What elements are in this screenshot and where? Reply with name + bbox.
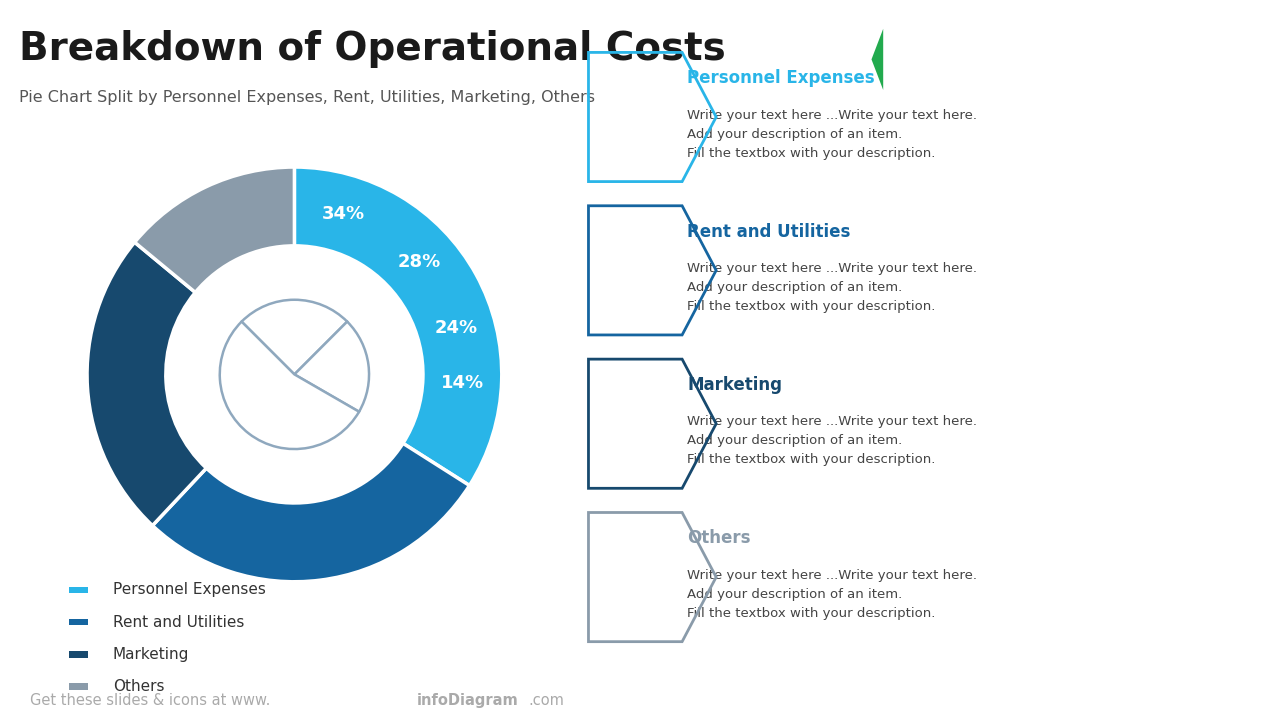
- Wedge shape: [294, 167, 502, 485]
- Polygon shape: [872, 29, 883, 90]
- Text: Others: Others: [687, 529, 751, 547]
- Bar: [69, 587, 87, 593]
- Bar: [69, 619, 87, 625]
- Text: Rent and Utilities: Rent and Utilities: [687, 222, 851, 240]
- Text: Marketing: Marketing: [113, 647, 189, 662]
- Text: Marketing: Marketing: [687, 376, 782, 394]
- Text: Get these slides & icons at www.: Get these slides & icons at www.: [31, 693, 270, 708]
- Text: Write your text here ...Write your text here.
Add your description of an item.
F: Write your text here ...Write your text …: [687, 415, 978, 467]
- Bar: [69, 651, 87, 657]
- Text: Write your text here ...Write your text here.
Add your description of an item.
F: Write your text here ...Write your text …: [687, 109, 978, 160]
- Text: 24%: 24%: [434, 319, 477, 337]
- Text: Pie Chart Split by Personnel Expenses, Rent, Utilities, Marketing, Others: Pie Chart Split by Personnel Expenses, R…: [19, 90, 595, 105]
- Text: 14%: 14%: [440, 374, 484, 392]
- Wedge shape: [134, 167, 294, 292]
- Text: 34%: 34%: [323, 204, 365, 222]
- Text: Others: Others: [113, 679, 164, 694]
- Text: infoDiagram: infoDiagram: [416, 693, 518, 708]
- Text: Rent and Utilities: Rent and Utilities: [113, 615, 244, 629]
- Text: Personnel Expenses: Personnel Expenses: [687, 69, 876, 87]
- Text: Breakdown of Operational Costs: Breakdown of Operational Costs: [19, 30, 726, 68]
- Text: .com: .com: [529, 693, 564, 708]
- Text: 28%: 28%: [398, 253, 440, 271]
- Wedge shape: [152, 444, 470, 582]
- Text: Write your text here ...Write your text here.
Add your description of an item.
F: Write your text here ...Write your text …: [687, 262, 978, 313]
- Wedge shape: [87, 242, 206, 526]
- Circle shape: [166, 246, 422, 503]
- Wedge shape: [220, 322, 360, 449]
- Text: Write your text here ...Write your text here.
Add your description of an item.
F: Write your text here ...Write your text …: [687, 569, 978, 620]
- Wedge shape: [294, 322, 369, 412]
- Text: Personnel Expenses: Personnel Expenses: [113, 582, 265, 598]
- Bar: [69, 683, 87, 690]
- Wedge shape: [242, 300, 347, 374]
- Text: Editable data chart, Excel table: Editable data chart, Excel table: [940, 50, 1234, 68]
